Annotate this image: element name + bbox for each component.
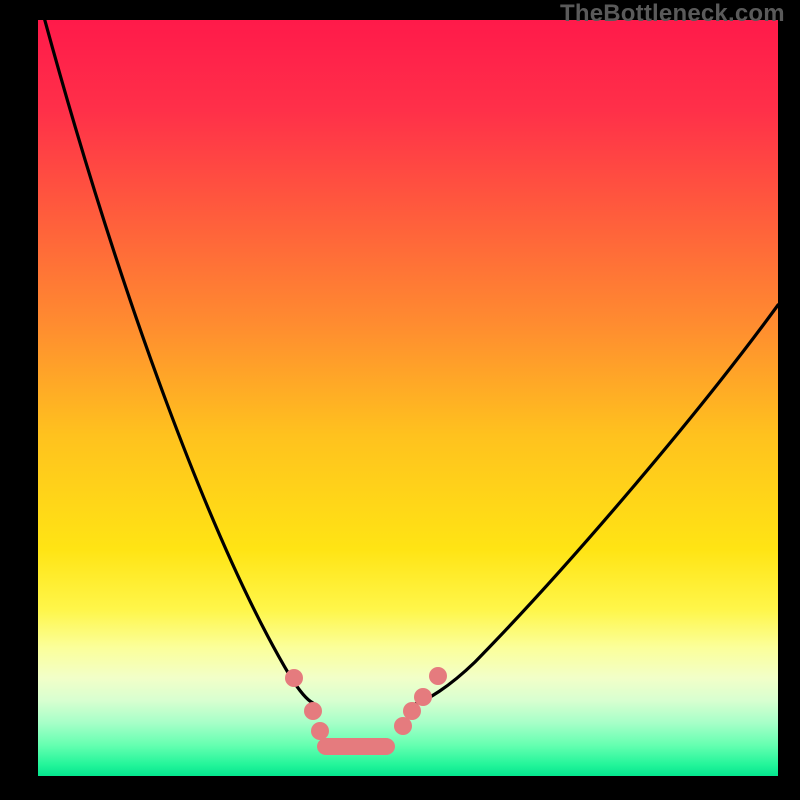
watermark-text: TheBottleneck.com: [560, 0, 785, 28]
valley-marker-band: [285, 667, 447, 755]
bottleneck-v-curve: [38, 20, 778, 704]
plot-area: [38, 20, 778, 776]
v-curve-overlay: [38, 20, 778, 776]
outer-frame: TheBottleneck.com: [0, 0, 800, 800]
